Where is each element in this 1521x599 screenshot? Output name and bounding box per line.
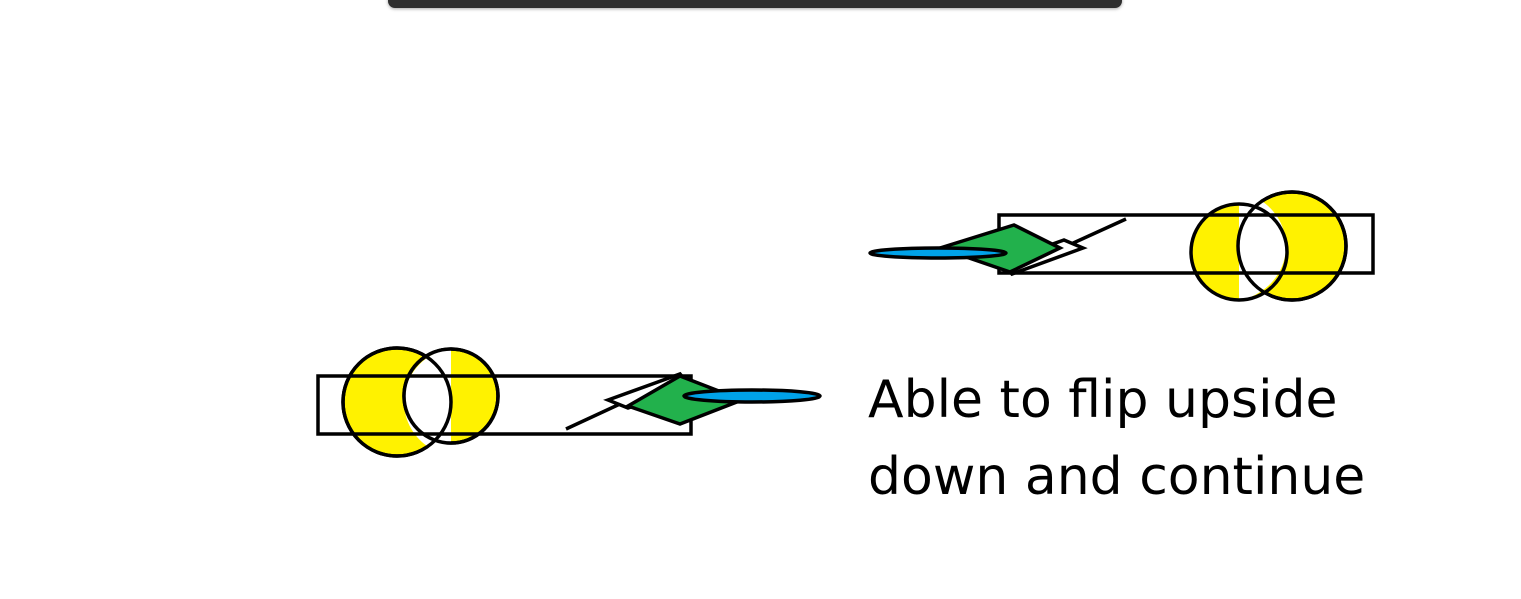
propeller-flipped: [868, 246, 1008, 260]
front-circle-outline-2: [1189, 202, 1289, 302]
floating-toolbar-edge[interactable]: [388, 0, 1122, 8]
propeller: [682, 388, 822, 404]
caption-text: Able to flip upside down and continue: [868, 362, 1428, 516]
rear-circle-outline: [341, 346, 453, 458]
caption-line-2: down and continue: [868, 447, 1366, 507]
rear-circle-overlap-white: [404, 349, 451, 448]
vehicle-upright: [316, 346, 822, 458]
caption-line-1: Able to flip upside: [868, 370, 1338, 430]
rear-circle-outline-2: [402, 347, 500, 445]
wing-green-flipped: [934, 223, 1064, 274]
front-circle-overlap-white: [1239, 199, 1286, 300]
vehicle-flipped: [868, 190, 1375, 302]
front-circle-outline: [1236, 190, 1348, 302]
